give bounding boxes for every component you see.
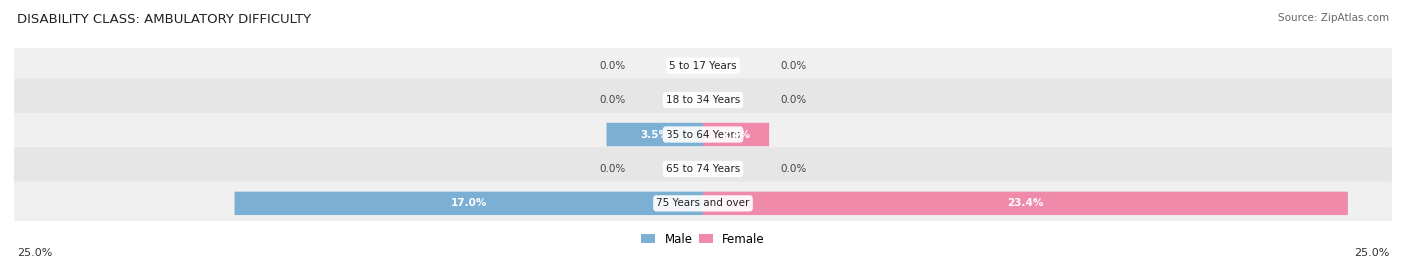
Legend: Male, Female: Male, Female [641,233,765,246]
FancyBboxPatch shape [13,113,1393,156]
Text: 25.0%: 25.0% [1354,248,1389,258]
FancyBboxPatch shape [235,192,703,215]
Text: Source: ZipAtlas.com: Source: ZipAtlas.com [1278,13,1389,23]
Text: 23.4%: 23.4% [1007,198,1043,208]
Text: 3.5%: 3.5% [640,129,669,140]
Text: DISABILITY CLASS: AMBULATORY DIFFICULTY: DISABILITY CLASS: AMBULATORY DIFFICULTY [17,13,311,26]
Text: 18 to 34 Years: 18 to 34 Years [666,95,740,105]
FancyBboxPatch shape [13,182,1393,225]
Text: 25.0%: 25.0% [17,248,52,258]
FancyBboxPatch shape [13,78,1393,122]
Text: 0.0%: 0.0% [780,95,807,105]
FancyBboxPatch shape [13,44,1393,87]
Text: 0.0%: 0.0% [599,61,626,71]
Text: 5 to 17 Years: 5 to 17 Years [669,61,737,71]
FancyBboxPatch shape [13,147,1393,191]
Text: 75 Years and over: 75 Years and over [657,198,749,208]
Text: 0.0%: 0.0% [599,95,626,105]
Text: 65 to 74 Years: 65 to 74 Years [666,164,740,174]
Text: 0.0%: 0.0% [780,164,807,174]
Text: 17.0%: 17.0% [450,198,486,208]
Text: 2.4%: 2.4% [721,129,751,140]
Text: 35 to 64 Years: 35 to 64 Years [666,129,740,140]
FancyBboxPatch shape [606,123,703,146]
Text: 0.0%: 0.0% [599,164,626,174]
Text: 0.0%: 0.0% [780,61,807,71]
FancyBboxPatch shape [703,192,1348,215]
FancyBboxPatch shape [703,123,769,146]
